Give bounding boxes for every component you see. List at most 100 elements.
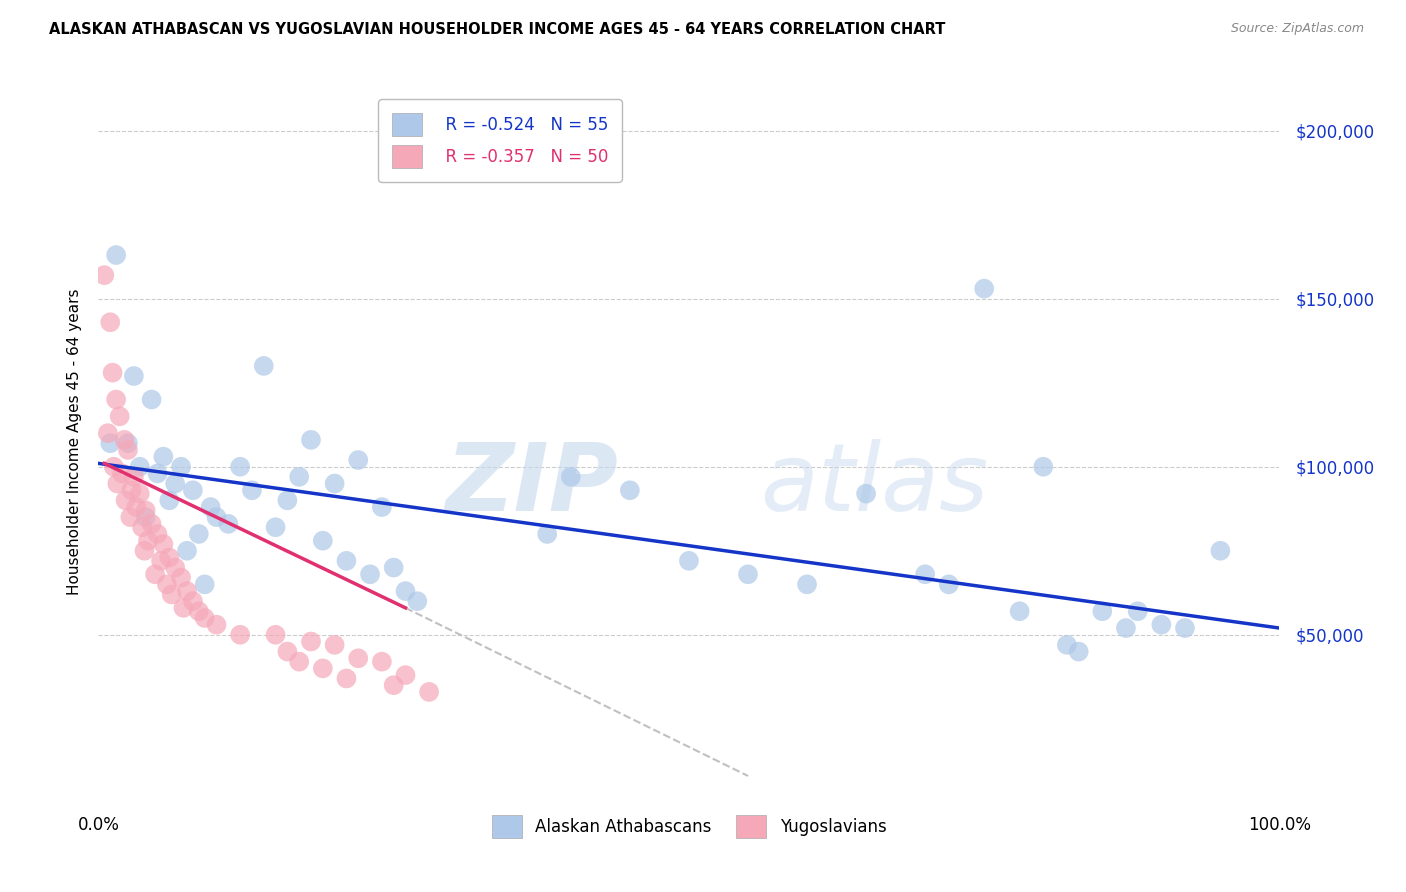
Point (536, 527, 558, 541)
Point (141, 392, 163, 407)
Point (1056, 638, 1078, 652)
Point (914, 567, 936, 582)
Point (128, 459, 150, 474)
Point (205, 510, 228, 524)
Point (264, 628, 287, 642)
Point (312, 661, 335, 675)
Point (229, 628, 252, 642)
Point (165, 560, 187, 574)
Point (165, 476, 187, 491)
Y-axis label: Householder Income Ages 45 - 64 years: Householder Income Ages 45 - 64 years (66, 288, 82, 595)
Point (160, 587, 183, 601)
Point (560, 470, 582, 484)
Point (394, 584, 416, 599)
Point (157, 550, 180, 565)
Point (347, 453, 370, 467)
Point (1126, 604, 1149, 618)
Point (229, 459, 252, 474)
Point (93, 268, 115, 283)
Point (1209, 543, 1232, 558)
Point (619, 483, 641, 498)
Point (973, 282, 995, 296)
Point (1032, 459, 1054, 474)
Point (152, 450, 174, 464)
Point (101, 366, 124, 380)
Point (737, 567, 759, 582)
Point (678, 554, 700, 568)
Point (288, 470, 311, 484)
Point (335, 554, 357, 568)
Point (264, 520, 287, 534)
Point (152, 537, 174, 551)
Point (371, 655, 394, 669)
Point (157, 493, 180, 508)
Point (170, 459, 193, 474)
Point (335, 672, 357, 686)
Point (120, 510, 142, 524)
Point (406, 594, 429, 608)
Point (276, 644, 298, 658)
Point (141, 516, 163, 531)
Point (112, 433, 135, 447)
Point (200, 500, 222, 514)
Text: ZIP: ZIP (446, 439, 619, 531)
Point (347, 651, 370, 665)
Point (1008, 604, 1031, 618)
Point (125, 500, 148, 514)
Point (253, 359, 276, 373)
Point (299, 634, 322, 648)
Point (323, 476, 346, 491)
Text: Source: ZipAtlas.com: Source: ZipAtlas.com (1230, 22, 1364, 36)
Point (121, 483, 143, 498)
Point (97, 426, 120, 441)
Point (299, 433, 322, 447)
Point (146, 527, 169, 541)
Point (176, 543, 198, 558)
Point (105, 248, 128, 262)
Text: ALASKAN ATHABASCAN VS YUGOSLAVIAN HOUSEHOLDER INCOME AGES 45 - 64 YEARS CORRELAT: ALASKAN ATHABASCAN VS YUGOSLAVIAN HOUSEH… (49, 22, 946, 37)
Point (205, 617, 228, 632)
Point (103, 459, 125, 474)
Point (150, 554, 173, 568)
Point (98, 315, 121, 329)
Point (108, 409, 131, 424)
Point (111, 467, 134, 481)
Point (105, 392, 128, 407)
Point (1091, 604, 1114, 618)
Point (156, 577, 179, 591)
Point (122, 369, 145, 384)
Point (128, 486, 150, 500)
Point (855, 486, 877, 500)
Point (418, 685, 440, 699)
Point (172, 600, 194, 615)
Point (359, 567, 381, 582)
Point (187, 604, 209, 618)
Point (394, 668, 416, 682)
Point (176, 584, 198, 599)
Point (323, 638, 346, 652)
Point (187, 527, 209, 541)
Point (1174, 621, 1197, 635)
Point (194, 577, 217, 591)
Point (276, 493, 298, 508)
Point (170, 571, 193, 585)
Point (194, 611, 217, 625)
Point (131, 520, 153, 534)
Point (217, 516, 239, 531)
Point (288, 655, 311, 669)
Point (146, 467, 169, 481)
Point (181, 483, 204, 498)
Legend: Alaskan Athabascans, Yugoslavians: Alaskan Athabascans, Yugoslavians (485, 808, 893, 845)
Point (382, 560, 405, 574)
Point (134, 543, 156, 558)
Point (117, 442, 139, 457)
Point (382, 678, 405, 692)
Point (117, 436, 139, 450)
Point (143, 567, 166, 582)
Point (312, 533, 335, 548)
Point (371, 500, 394, 514)
Point (105, 476, 128, 491)
Point (135, 510, 157, 524)
Point (181, 594, 204, 608)
Text: atlas: atlas (759, 440, 988, 531)
